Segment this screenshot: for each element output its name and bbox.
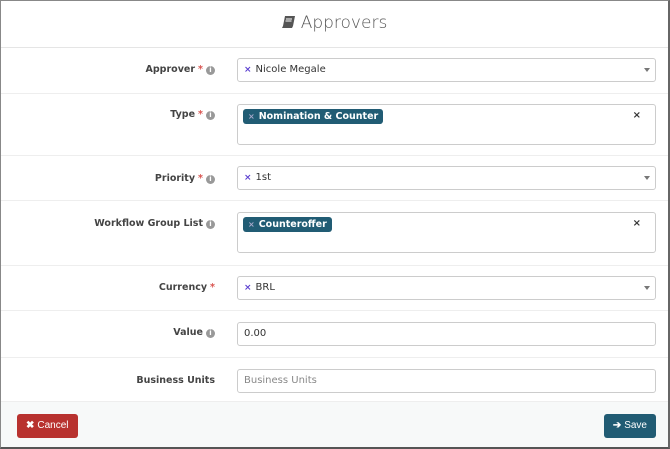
type-multiselect[interactable]: × Nomination & Counter × (237, 104, 656, 145)
book-icon (281, 16, 295, 28)
currency-label: Currency * (158, 282, 215, 293)
chevron-down-icon (644, 68, 650, 72)
value-label: Value i (173, 327, 215, 338)
value-row: Value i 0.00 (1, 311, 668, 358)
approver-label: Approver * i (146, 64, 215, 75)
clear-icon[interactable]: × (244, 173, 252, 183)
priority-select[interactable]: × 1st (237, 166, 656, 190)
dialog-title-text: Approvers (300, 13, 388, 33)
workflow-multiselect[interactable]: × Counteroffer × (237, 212, 656, 253)
approver-select[interactable]: × Nicole Megale (237, 58, 656, 82)
type-row: Type * i × Nomination & Counter × (1, 94, 668, 156)
workflow-tag[interactable]: × Counteroffer (243, 217, 332, 232)
dialog-title: Approvers (1, 13, 668, 33)
info-icon[interactable]: i (206, 220, 215, 229)
chevron-down-icon (644, 286, 650, 290)
cancel-button[interactable]: ✖ Cancel (17, 414, 78, 438)
save-button[interactable]: ➔ Save (603, 414, 656, 438)
currency-row: Currency * × BRL (1, 266, 668, 311)
type-tag[interactable]: × Nomination & Counter (243, 109, 384, 124)
business-units-label: Business Units (136, 375, 215, 386)
type-label: Type * i (170, 109, 215, 120)
clear-icon[interactable]: × (244, 283, 252, 293)
dialog-footer: ✖ Cancel ➔ Save (1, 401, 668, 447)
info-icon[interactable]: i (206, 175, 215, 184)
business-units-row: Business Units Business Units (1, 358, 668, 401)
info-icon[interactable]: i (206, 329, 215, 338)
workflow-row: Workflow Group List i × Counteroffer × (1, 201, 668, 266)
workflow-label: Workflow Group List i (94, 218, 215, 229)
clear-all-icon[interactable]: × (632, 110, 641, 121)
chevron-down-icon (644, 176, 650, 180)
priority-row: Priority * i × 1st (1, 156, 668, 201)
clear-all-icon[interactable]: × (632, 218, 641, 229)
clear-icon[interactable]: × (244, 65, 252, 75)
info-icon[interactable]: i (206, 66, 215, 75)
priority-label: Priority * i (155, 173, 215, 184)
approver-row: Approver * i × Nicole Megale (1, 48, 668, 94)
dialog-header: Approvers (1, 1, 668, 48)
remove-tag-icon[interactable]: × (248, 112, 255, 121)
remove-tag-icon[interactable]: × (248, 220, 255, 229)
arrow-right-icon: ➔ (612, 420, 622, 431)
business-units-input[interactable]: Business Units (237, 369, 656, 393)
info-icon[interactable]: i (206, 111, 215, 120)
times-icon: ✖ (26, 420, 35, 431)
value-input[interactable]: 0.00 (237, 322, 656, 346)
currency-select[interactable]: × BRL (237, 276, 656, 300)
